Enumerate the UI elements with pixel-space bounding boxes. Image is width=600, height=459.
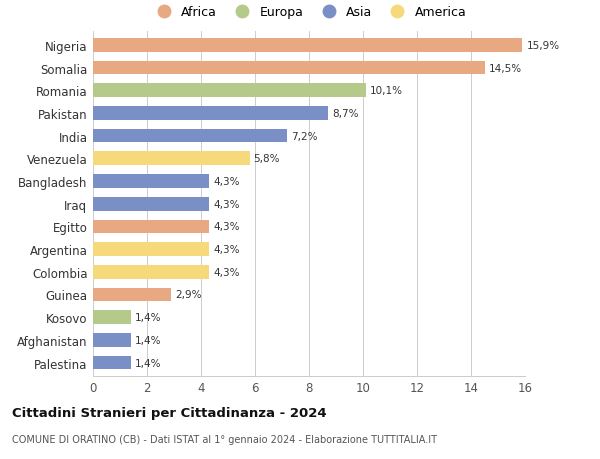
Text: 1,4%: 1,4% [135, 335, 161, 345]
Legend: Africa, Europa, Asia, America: Africa, Europa, Asia, America [151, 6, 467, 19]
Bar [93, 62, 485, 75]
Text: 1,4%: 1,4% [135, 313, 161, 323]
Bar [93, 107, 328, 120]
Text: 4,3%: 4,3% [213, 267, 239, 277]
Bar [93, 243, 209, 256]
Bar [93, 84, 366, 98]
Bar [93, 333, 131, 347]
Bar [93, 129, 287, 143]
Text: 8,7%: 8,7% [332, 109, 358, 119]
Text: 4,3%: 4,3% [213, 245, 239, 255]
Text: 14,5%: 14,5% [488, 63, 521, 73]
Bar [93, 39, 522, 52]
Text: Cittadini Stranieri per Cittadinanza - 2024: Cittadini Stranieri per Cittadinanza - 2… [12, 406, 326, 419]
Bar [93, 311, 131, 325]
Text: COMUNE DI ORATINO (CB) - Dati ISTAT al 1° gennaio 2024 - Elaborazione TUTTITALIA: COMUNE DI ORATINO (CB) - Dati ISTAT al 1… [12, 434, 437, 444]
Text: 1,4%: 1,4% [135, 358, 161, 368]
Text: 4,3%: 4,3% [213, 177, 239, 187]
Bar [93, 197, 209, 211]
Text: 2,9%: 2,9% [175, 290, 202, 300]
Bar [93, 288, 172, 302]
Bar [93, 356, 131, 369]
Text: 7,2%: 7,2% [292, 131, 318, 141]
Bar [93, 152, 250, 166]
Bar [93, 220, 209, 234]
Text: 5,8%: 5,8% [254, 154, 280, 164]
Bar [93, 265, 209, 279]
Text: 10,1%: 10,1% [370, 86, 403, 96]
Text: 4,3%: 4,3% [213, 222, 239, 232]
Text: 15,9%: 15,9% [526, 41, 559, 50]
Bar [93, 175, 209, 188]
Text: 4,3%: 4,3% [213, 199, 239, 209]
